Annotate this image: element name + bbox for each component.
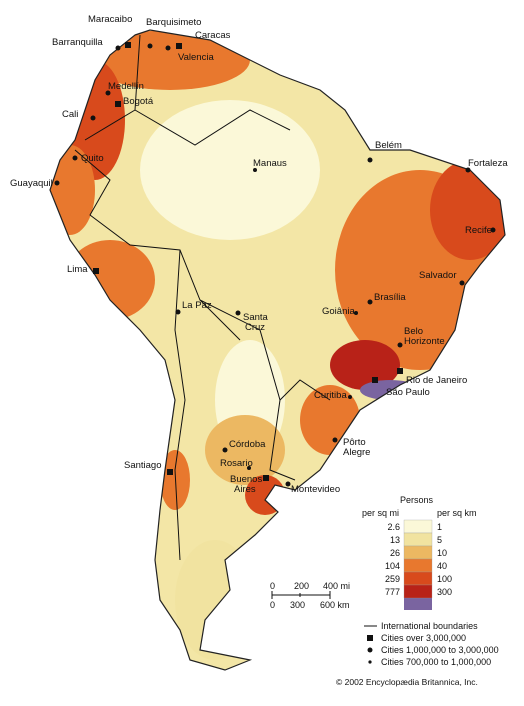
legend-km: 100 — [437, 574, 452, 584]
city-label: São Paulo — [386, 387, 430, 398]
legend-title: Persons — [400, 495, 434, 505]
legend-swatch — [403, 584, 433, 599]
boundaries — [74, 34, 331, 561]
legend-km: 40 — [437, 561, 447, 571]
city-label: Goiânia — [322, 306, 355, 317]
legend-km: 10 — [437, 548, 447, 558]
city-label: Valencia — [178, 52, 214, 63]
city-label: Santa Cruz — [243, 312, 269, 333]
city-label: La Paz — [182, 300, 212, 311]
city-label: Belém — [375, 140, 402, 151]
credit: © 2002 Encyclopædia Britannica, Inc. — [336, 677, 478, 687]
legend-swatch — [404, 598, 432, 610]
scale-label: 200 — [294, 581, 309, 591]
key-label: Cities 700,000 to 1,000,000 — [381, 657, 491, 667]
legend-km: 5 — [437, 535, 442, 545]
legend: Persons per sq mi per sq km 2.6 1 13 5 26 10 1… — [362, 495, 477, 610]
scale-labels: 0 200 400 mi 0 300 600 km — [270, 581, 350, 610]
scale-bar — [271, 591, 331, 599]
city-label: Buenos Aires — [230, 474, 262, 495]
scale-label: 300 — [290, 600, 305, 610]
city-label: Rio de Janeiro — [406, 375, 467, 386]
city-label: Belo Horizonte — [404, 326, 445, 347]
legend-mi: 13 — [390, 535, 400, 545]
city-label: Manaus — [253, 158, 287, 169]
key-label: International boundaries — [381, 621, 478, 631]
city-label: Bogotá — [123, 96, 154, 107]
legend-mi: 2.6 — [387, 522, 400, 532]
legend-column: per sq mi — [362, 508, 399, 518]
scale-label: 0 — [270, 600, 275, 610]
scale-label: 600 km — [320, 600, 350, 610]
city-label: Maracaibo — [88, 14, 132, 25]
city-label: Barquisimeto — [146, 17, 201, 28]
city-label: Curitiba — [314, 390, 347, 401]
city-label: Guayaquil — [10, 178, 53, 189]
scale-label: 400 mi — [323, 581, 350, 591]
city-label: Quito — [81, 153, 104, 164]
city-label: Cali — [62, 109, 78, 120]
legend-km: 1 — [437, 522, 442, 532]
city-label: Medellín — [108, 81, 144, 92]
key-label: Cities 1,000,000 to 3,000,000 — [381, 645, 499, 655]
city-label: Barranquilla — [52, 37, 103, 48]
key-label: Cities over 3,000,000 — [381, 633, 466, 643]
legend-column: per sq km — [437, 508, 477, 518]
legend-swatch — [403, 558, 433, 573]
scale-label: 0 — [270, 581, 275, 591]
legend-swatch — [403, 571, 433, 586]
city-label: Caracas — [195, 30, 231, 41]
city-label: Recife — [465, 225, 492, 236]
legend-mi: 259 — [385, 574, 400, 584]
legend-mi: 26 — [390, 548, 400, 558]
legend-swatch — [403, 519, 433, 534]
legend-swatch — [403, 545, 433, 560]
city-label: Lima — [67, 264, 88, 275]
legend-km: 300 — [437, 587, 452, 597]
city-label: Santiago — [124, 460, 162, 471]
city-label: Brasília — [374, 292, 406, 303]
key: International boundaries Cities over 3,0… — [336, 621, 499, 687]
city-label: Rosario — [220, 458, 253, 469]
legend-swatch — [403, 532, 433, 547]
city-label: Córdoba — [229, 439, 266, 450]
legend-mi: 104 — [385, 561, 400, 571]
city-label: Montevideo — [291, 484, 340, 495]
legend-mi: 777 — [385, 587, 400, 597]
city-label: Fortaleza — [468, 158, 508, 169]
cities: Maracaibo Barquisimeto Caracas Barranqui… — [10, 14, 508, 495]
city-label: Pôrto Alegre — [343, 437, 370, 458]
city-label: Salvador — [419, 270, 457, 281]
